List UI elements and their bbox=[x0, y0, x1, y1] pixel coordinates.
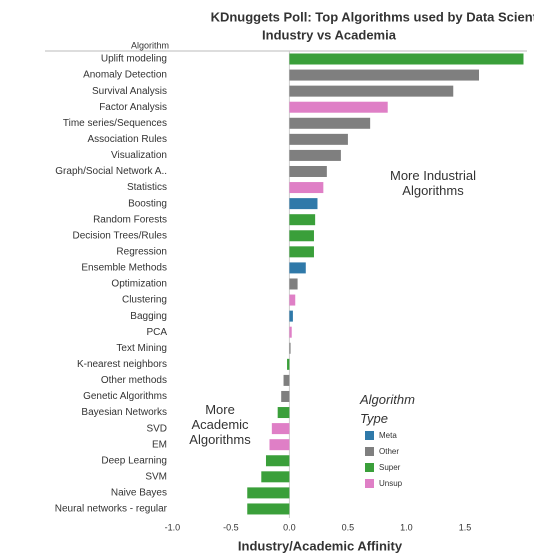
x-tick-label: -0.5 bbox=[223, 522, 239, 532]
bar bbox=[289, 262, 306, 274]
y-tick-label: SVM bbox=[145, 471, 167, 482]
y-tick-label: Uplift modeling bbox=[101, 54, 167, 65]
annotation: More Academic Algorithms bbox=[189, 402, 251, 447]
y-tick-label: Deep Learning bbox=[101, 455, 167, 466]
bar bbox=[269, 439, 290, 451]
y-tick-label: Naive Bayes bbox=[111, 488, 167, 499]
y-tick-label: Anomaly Detection bbox=[83, 70, 167, 81]
bar bbox=[283, 374, 290, 386]
bar bbox=[247, 503, 290, 515]
y-axis-title: Algorithm bbox=[131, 40, 169, 50]
bar bbox=[289, 246, 314, 258]
bar bbox=[287, 358, 290, 370]
bar bbox=[265, 455, 290, 467]
legend-label: Other bbox=[379, 447, 399, 456]
x-tick-label: 0.0 bbox=[283, 522, 296, 532]
bar bbox=[289, 230, 314, 242]
bar bbox=[261, 471, 290, 483]
y-tick-label: Association Rules bbox=[88, 134, 167, 145]
y-tick-label: Survival Analysis bbox=[92, 86, 167, 97]
legend-swatch bbox=[365, 431, 374, 440]
bar bbox=[289, 69, 480, 81]
x-tick-label: 1.0 bbox=[400, 522, 413, 532]
y-tick-label: Boosting bbox=[128, 198, 167, 209]
x-tick-label: 0.5 bbox=[342, 522, 355, 532]
y-tick-label: SVD bbox=[146, 423, 167, 434]
legend-swatch bbox=[365, 463, 374, 472]
legend-swatch bbox=[365, 447, 374, 456]
legend-label: Unsup bbox=[379, 479, 403, 488]
bar bbox=[289, 278, 298, 290]
y-tick-label: Regression bbox=[116, 246, 167, 257]
legend-label: Meta bbox=[379, 431, 397, 440]
bar bbox=[289, 310, 293, 322]
legend-swatch bbox=[365, 479, 374, 488]
chart-title: KDnuggets Poll: Top Algorithms used by D… bbox=[211, 9, 534, 24]
y-tick-label: Genetic Algorithms bbox=[83, 391, 167, 402]
y-tick-label: Factor Analysis bbox=[99, 102, 167, 113]
bar bbox=[289, 342, 291, 354]
legend-label: Super bbox=[379, 463, 401, 472]
y-tick-label: Time series/Sequences bbox=[63, 118, 167, 129]
legend-title: Algorithm Type bbox=[360, 392, 415, 426]
y-tick-label: Visualization bbox=[111, 150, 167, 161]
y-tick-label: EM bbox=[152, 439, 167, 450]
bar bbox=[281, 390, 290, 402]
y-tick-label: Other methods bbox=[101, 375, 167, 386]
bar bbox=[247, 487, 290, 499]
y-tick-label: K-nearest neighbors bbox=[77, 359, 167, 370]
y-tick-label: Statistics bbox=[127, 182, 167, 193]
y-tick-label: Bagging bbox=[130, 311, 167, 322]
bar bbox=[289, 101, 388, 113]
y-tick-label: Decision Trees/Rules bbox=[73, 230, 167, 241]
y-tick-label: PCA bbox=[146, 327, 167, 338]
y-tick-label: Bayesian Networks bbox=[81, 407, 167, 418]
bar bbox=[271, 423, 290, 435]
y-tick-label: Clustering bbox=[122, 295, 167, 306]
bar bbox=[289, 85, 454, 97]
bar bbox=[289, 182, 324, 194]
y-tick-label: Text Mining bbox=[116, 343, 167, 354]
x-axis-title: Industry/Academic Affinity bbox=[238, 538, 403, 553]
y-tick-label: Optimization bbox=[111, 279, 167, 290]
y-tick-label: Graph/Social Network A.. bbox=[55, 166, 167, 177]
y-tick-label: Random Forests bbox=[93, 214, 167, 225]
bar bbox=[289, 294, 296, 306]
bar bbox=[289, 53, 524, 65]
x-tick-label: 1.5 bbox=[459, 522, 472, 532]
bar bbox=[289, 198, 318, 210]
chart-subtitle: Industry vs Academia bbox=[262, 27, 397, 42]
bar bbox=[289, 326, 292, 338]
y-tick-label: Neural networks - regular bbox=[55, 504, 168, 515]
bar bbox=[289, 117, 371, 129]
bar bbox=[277, 407, 290, 419]
bar bbox=[289, 149, 341, 161]
x-tick-label: -1.0 bbox=[165, 522, 181, 532]
bar bbox=[289, 133, 348, 145]
bar bbox=[289, 214, 316, 226]
y-tick-label: Ensemble Methods bbox=[81, 263, 167, 274]
annotation: More Industrial Algorithms bbox=[390, 168, 476, 198]
bar bbox=[289, 165, 327, 177]
